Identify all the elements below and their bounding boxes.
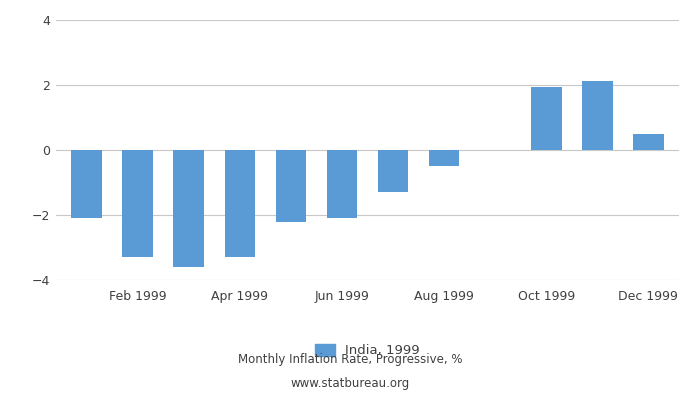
Text: www.statbureau.org: www.statbureau.org — [290, 378, 410, 390]
Bar — [327, 150, 357, 218]
Text: Monthly Inflation Rate, Progressive, %: Monthly Inflation Rate, Progressive, % — [238, 354, 462, 366]
Bar — [378, 150, 408, 192]
Bar — [633, 134, 664, 150]
Legend: India, 1999: India, 1999 — [315, 344, 420, 357]
Bar — [531, 87, 561, 150]
Bar — [276, 150, 306, 222]
Bar — [225, 150, 256, 257]
Bar — [582, 81, 612, 150]
Bar — [71, 150, 102, 218]
Bar — [122, 150, 153, 257]
Bar — [429, 150, 459, 166]
Bar — [174, 150, 204, 267]
